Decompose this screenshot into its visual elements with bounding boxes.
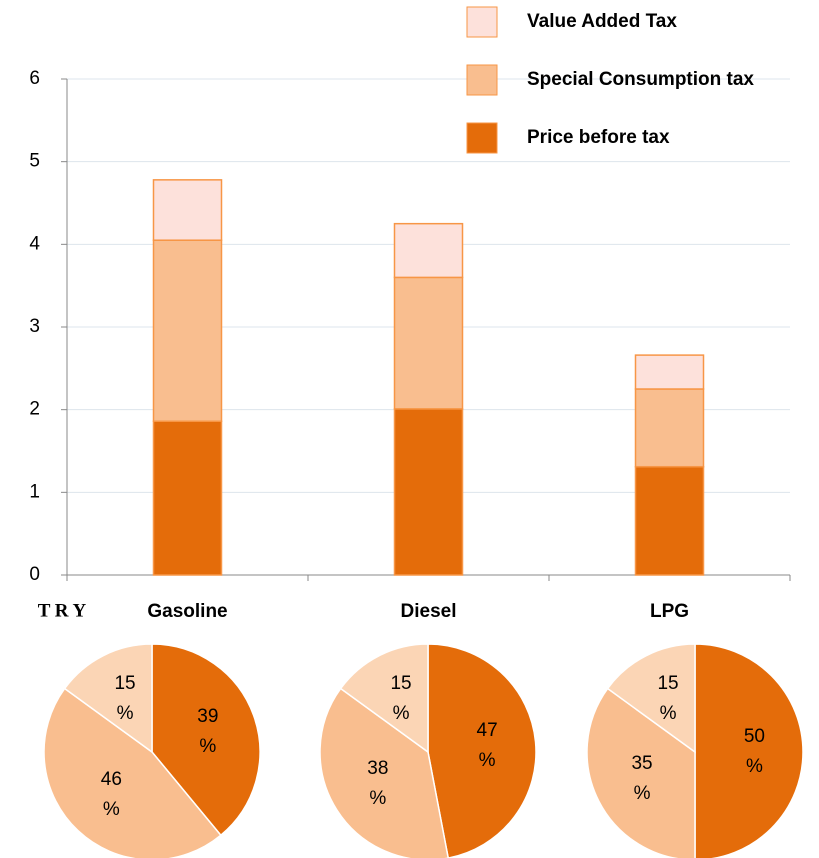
y-tick-label: 2 xyxy=(29,399,40,420)
y-tick-label: 0 xyxy=(29,564,40,585)
pie-slice xyxy=(427,643,537,858)
legend-swatch xyxy=(466,122,498,154)
x-tick-label: Gasoline xyxy=(147,601,227,622)
pie-label: 15 % xyxy=(390,673,412,725)
legend-label: Special Consumption tax xyxy=(527,69,754,90)
pie-label: 35 % xyxy=(631,752,653,804)
pie-slice xyxy=(694,643,804,858)
bar-segment xyxy=(634,465,705,576)
pie-label: 15 % xyxy=(114,673,136,725)
bar-segment xyxy=(152,239,223,422)
y-tick-label: 3 xyxy=(29,316,40,337)
pie-label: 47 % xyxy=(476,720,498,772)
pie-slice xyxy=(606,643,696,754)
legend-swatch xyxy=(466,6,498,38)
bar-segment xyxy=(152,420,223,576)
pie-slice xyxy=(339,643,429,754)
pie-slice xyxy=(151,643,261,837)
pie-label: 39 % xyxy=(197,705,219,757)
bar-segment xyxy=(152,179,223,241)
pie-slice xyxy=(63,643,153,754)
pie-slice xyxy=(319,687,449,858)
bar-segment xyxy=(393,222,464,279)
y-tick-label: 4 xyxy=(29,233,40,254)
x-tick-label: Diesel xyxy=(401,601,457,622)
y-tick-label: 6 xyxy=(29,68,40,89)
pie-label: 50 % xyxy=(743,726,765,777)
bar-segment xyxy=(634,354,705,390)
bar-segment xyxy=(634,388,705,468)
legend-swatch xyxy=(466,64,498,96)
y-tick-label: 1 xyxy=(29,481,40,502)
legend-label: Value Added Tax xyxy=(527,11,677,32)
y-axis-label: T R Y xyxy=(38,600,87,621)
bar-segment xyxy=(393,276,464,410)
bar-segment xyxy=(393,408,464,576)
pie-slice xyxy=(43,687,222,858)
pie-slice xyxy=(586,687,696,858)
legend-label: Price before tax xyxy=(527,127,670,148)
pie-label: 46 % xyxy=(100,769,122,821)
y-tick-label: 5 xyxy=(29,151,40,172)
x-tick-label: LPG xyxy=(650,601,689,622)
pie-label: 15 % xyxy=(657,673,679,725)
pie-label: 38 % xyxy=(367,757,389,809)
